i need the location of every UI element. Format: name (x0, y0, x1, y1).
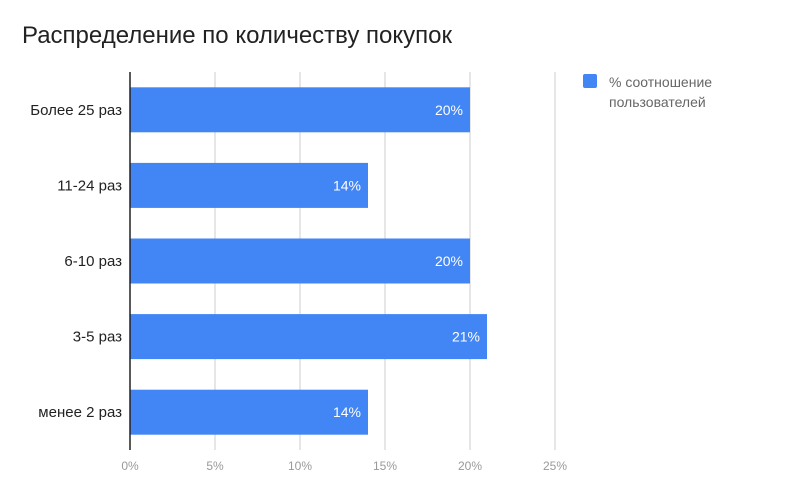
x-tick-labels: 0% 5% 10% 15% 20% 25% (121, 459, 567, 473)
data-label: 20% (435, 102, 463, 118)
x-tick-label: 0% (121, 459, 139, 473)
bar (130, 314, 487, 360)
data-label: 21% (452, 329, 480, 345)
data-label: 14% (333, 177, 361, 193)
x-tick-label: 15% (373, 459, 397, 473)
category-label: 3-5 раз (73, 329, 122, 346)
category-labels: Более 25 раз 11-24 раз 6-10 раз 3-5 раз мене… (30, 102, 122, 421)
bar (130, 87, 470, 133)
category-label: 6-10 раз (64, 253, 122, 270)
bar (130, 162, 368, 208)
legend-label: % соотношение пользователей (609, 74, 713, 110)
data-labels: 20% 14% 20% 21% 14% (333, 102, 480, 420)
category-label: менее 2 раз (38, 404, 122, 421)
x-tick-label: 25% (543, 459, 567, 473)
bar (130, 389, 368, 435)
legend-swatch (583, 74, 597, 88)
category-label: Более 25 раз (30, 102, 122, 119)
bars (130, 87, 487, 435)
x-tick-label: 5% (206, 459, 224, 473)
chart-title: Распределение по количеству покупок (22, 22, 453, 49)
x-tick-label: 10% (288, 459, 312, 473)
bar (130, 238, 470, 284)
category-label: 11-24 раз (57, 177, 122, 194)
data-label: 20% (435, 253, 463, 269)
x-tick-label: 20% (458, 459, 482, 473)
data-label: 14% (333, 404, 361, 420)
